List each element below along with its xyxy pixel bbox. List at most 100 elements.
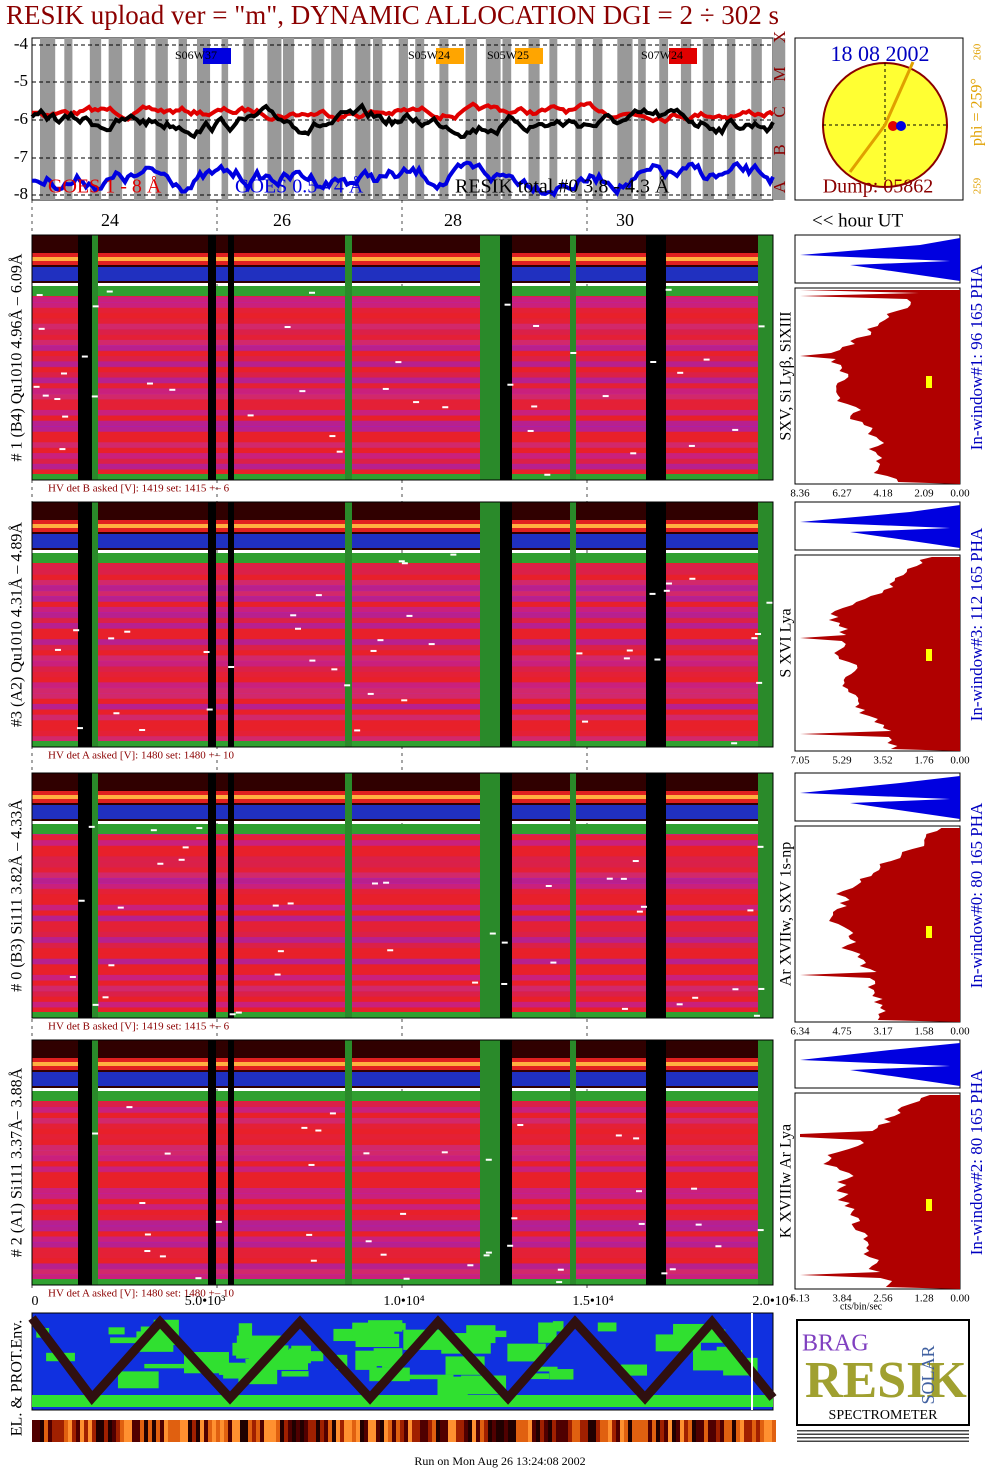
temp-strip — [680, 1420, 684, 1442]
env-blob — [236, 1335, 282, 1347]
gap-col — [78, 773, 92, 1018]
y-tick-label: -7 — [14, 147, 29, 166]
eclipse-band — [439, 38, 449, 200]
temp-strip — [324, 1420, 328, 1442]
env-blob — [597, 1322, 617, 1332]
spectro-row — [32, 318, 773, 325]
dot — [703, 358, 710, 361]
dot — [626, 649, 633, 652]
pha-profile — [800, 776, 960, 819]
phi-top: 260 — [972, 43, 984, 60]
dot — [507, 1244, 514, 1247]
temp-strip — [616, 1420, 620, 1442]
temp-strip — [628, 1420, 632, 1442]
env-blob — [538, 1322, 557, 1343]
pointing — [848, 61, 915, 173]
temp-strip — [364, 1420, 368, 1442]
dot — [441, 1151, 448, 1154]
spectrum — [800, 1095, 960, 1289]
spectrum — [800, 557, 960, 751]
dot — [42, 394, 49, 397]
dot — [106, 290, 113, 293]
dot — [295, 627, 302, 630]
env-base — [32, 1395, 773, 1407]
temp-strip — [208, 1420, 212, 1442]
dot — [81, 355, 88, 358]
channel-label: # 1 (B4) Qu1010 4.96Å – 6.09Å — [8, 253, 26, 461]
marker — [926, 926, 932, 938]
spectro-row — [32, 388, 773, 395]
dot — [691, 1187, 698, 1190]
class-label: X — [770, 31, 789, 43]
temp-strip — [508, 1420, 512, 1442]
temp-strip — [500, 1420, 504, 1442]
spectro-row — [32, 1166, 773, 1173]
eclipse-band — [772, 38, 786, 200]
dot — [623, 657, 630, 660]
temp-strip — [656, 1420, 660, 1442]
spectro-edge — [32, 824, 773, 834]
spectro-row — [32, 720, 773, 726]
dot — [621, 1007, 628, 1010]
spectro-row — [32, 1258, 773, 1264]
temp-strip — [384, 1420, 388, 1442]
dot — [146, 382, 153, 385]
temp-strip — [688, 1420, 692, 1442]
spectro-row — [32, 840, 773, 847]
dot — [108, 637, 115, 640]
sample-tick-label: 5.0•10³ — [185, 1294, 226, 1309]
spectro-row — [32, 655, 773, 662]
legend-entry: GOES 1 - 8 Å — [48, 176, 162, 198]
region-marker — [436, 48, 464, 64]
temp-strip — [732, 1420, 736, 1442]
eclipse-band — [372, 38, 383, 200]
dot — [663, 589, 670, 592]
temp-strip — [332, 1420, 336, 1442]
hv-label: HV det A asked [V]: 1480 set: 1480 +– 10 — [48, 750, 234, 762]
spectro-row — [32, 409, 773, 416]
temp-strip — [484, 1420, 488, 1442]
temp-strip — [344, 1420, 348, 1442]
dot — [544, 473, 551, 476]
spectro-row — [32, 845, 773, 852]
spectro-row — [32, 1220, 773, 1227]
spectro-row — [32, 606, 773, 613]
dot — [73, 629, 80, 632]
gap-col — [646, 1040, 666, 1285]
temp-strip — [252, 1420, 256, 1442]
temp-strip — [352, 1420, 356, 1442]
spectro-row — [32, 426, 773, 432]
green-col — [758, 1040, 773, 1285]
x-tick-label: 0.00 — [950, 488, 970, 500]
spectro-row — [32, 1171, 773, 1178]
spectro-row — [32, 1263, 773, 1270]
green-col — [570, 1040, 576, 1285]
dot — [489, 932, 496, 935]
spectro-row — [32, 687, 773, 694]
temp-strip — [752, 1420, 756, 1442]
time-unit: << hour UT — [812, 210, 903, 231]
temp-strip — [132, 1420, 136, 1442]
temp-strip — [756, 1420, 760, 1442]
spectro-row — [32, 639, 773, 646]
temp-strip — [192, 1420, 196, 1442]
temp-strip — [588, 1420, 592, 1442]
spectro-row — [32, 834, 773, 841]
temp-strip — [288, 1420, 292, 1442]
dot — [178, 858, 185, 861]
x-tick-label: 7.05 — [790, 755, 810, 767]
marker — [926, 376, 932, 388]
temp-strip — [112, 1420, 116, 1442]
green-col — [92, 502, 98, 747]
temp-strip — [400, 1420, 404, 1442]
env-blob — [527, 1373, 550, 1380]
spectro-row — [32, 633, 773, 640]
temp-strip — [452, 1420, 456, 1442]
temp-strip — [56, 1420, 60, 1442]
spectro-edge — [32, 553, 773, 563]
spectro-row — [32, 1101, 773, 1108]
sample-tick-label: 0 — [32, 1294, 39, 1309]
spectro-row — [32, 1225, 773, 1232]
temp-strip — [556, 1420, 560, 1442]
hv-label: HV det A asked [V]: 1480 set: 1480 +– 10 — [48, 1288, 234, 1300]
